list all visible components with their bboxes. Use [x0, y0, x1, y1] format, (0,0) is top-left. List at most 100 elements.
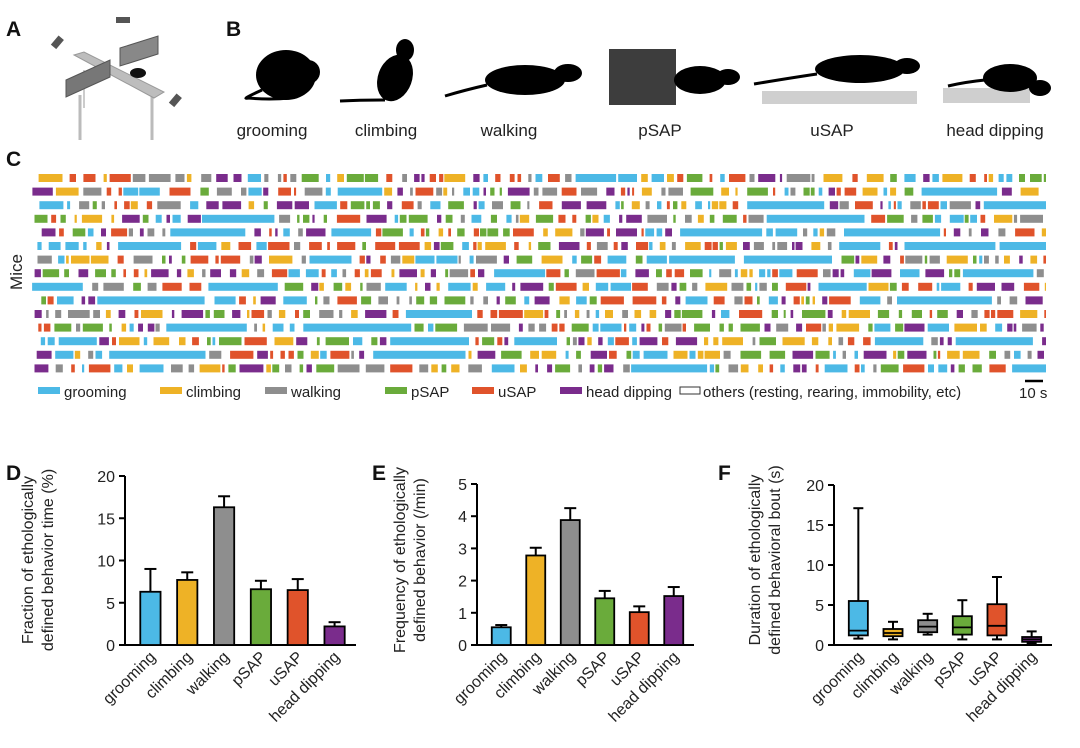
raster-bout — [416, 296, 425, 305]
raster-bout — [254, 255, 262, 264]
raster-bout — [394, 214, 399, 223]
raster-bout — [544, 310, 549, 318]
raster-bout — [402, 174, 407, 182]
raster-bout — [657, 201, 662, 210]
x-tick-label: pSAP — [930, 649, 971, 690]
raster-bout — [473, 201, 477, 210]
raster-bout — [283, 228, 290, 237]
raster-bout — [677, 174, 684, 182]
raster-bout — [839, 242, 881, 250]
raster-bout — [155, 323, 160, 332]
raster-bout — [397, 187, 403, 196]
raster-bout — [99, 337, 109, 346]
raster-bout — [351, 310, 358, 318]
raster-bout — [749, 174, 755, 182]
raster-bout — [118, 242, 182, 250]
raster-bout — [448, 201, 464, 210]
raster-bout — [186, 174, 192, 182]
raster-bout — [749, 269, 753, 278]
raster-bout — [715, 364, 720, 373]
raster-bout — [385, 282, 407, 291]
raster-bout — [962, 350, 980, 359]
raster-bout — [297, 350, 304, 359]
raster-bout — [887, 296, 892, 305]
raster-bout — [37, 255, 52, 264]
bar-uSAP — [628, 611, 650, 646]
raster-bout — [620, 269, 627, 278]
raster-bout — [153, 337, 170, 346]
raster-bout — [972, 364, 982, 373]
raster-bout — [34, 269, 41, 278]
raster-bout — [414, 174, 420, 182]
raster-bout — [81, 296, 86, 305]
legend-swatch-1 — [160, 387, 182, 394]
raster-bout — [713, 337, 719, 346]
raster-bout — [304, 187, 323, 196]
raster-bout — [708, 201, 711, 210]
raster-bout — [1019, 255, 1023, 264]
raster-bout — [784, 187, 789, 196]
raster-bout — [971, 310, 978, 318]
raster-bout — [483, 187, 486, 196]
raster-bout — [379, 337, 387, 346]
raster-bout — [494, 269, 546, 278]
raster-bout — [859, 296, 881, 305]
raster-bout — [535, 214, 554, 223]
raster-bout — [547, 364, 553, 373]
raster-bout — [665, 310, 672, 318]
raster-bout — [947, 350, 960, 359]
raster-bout — [148, 174, 171, 182]
raster-bout — [339, 310, 343, 318]
raster-bout — [558, 214, 566, 223]
raster-bout — [528, 174, 532, 182]
raster-bout — [844, 228, 941, 237]
raster-bout — [631, 201, 640, 210]
raster-bout — [215, 255, 219, 264]
raster-bout — [109, 174, 131, 182]
raster-bout — [138, 323, 143, 332]
raster-bout — [417, 201, 422, 210]
raster-bout — [868, 282, 889, 291]
raster-bout — [43, 323, 51, 332]
raster-bout — [187, 269, 194, 278]
raster-bout — [1001, 187, 1012, 196]
raster-bout — [904, 242, 996, 250]
raster-bout — [728, 364, 739, 373]
raster-bout — [487, 228, 499, 237]
raster-bout — [641, 323, 645, 332]
raster-bout — [841, 255, 855, 264]
raster-bout — [958, 364, 965, 373]
raster-bout — [366, 282, 381, 291]
y-tick-label: 5 — [458, 477, 467, 494]
legend-label: head dipping — [586, 384, 672, 401]
raster-bout — [995, 255, 999, 264]
raster-bout — [801, 296, 804, 305]
raster-bout — [299, 364, 304, 373]
raster-bout — [613, 242, 618, 250]
raster-bout — [1043, 255, 1046, 264]
raster-bout — [907, 350, 927, 359]
raster-bout — [995, 323, 1003, 332]
raster-bout — [769, 350, 786, 359]
raster-bout — [880, 364, 899, 373]
raster-bout — [618, 174, 637, 182]
raster-bout — [824, 364, 848, 373]
raster-bout — [345, 282, 352, 291]
raster-bout — [753, 242, 764, 250]
raster-bout — [747, 187, 768, 196]
raster-bout — [671, 242, 676, 250]
panel-label-c: C — [6, 148, 21, 171]
raster-bout — [280, 350, 285, 359]
raster-bout — [937, 350, 941, 359]
raster-bout — [675, 337, 698, 346]
raster-bout — [556, 310, 561, 318]
raster-bout — [473, 228, 479, 237]
raster-bout — [832, 269, 839, 278]
raster-bout — [1014, 350, 1021, 359]
raster-bout — [555, 228, 573, 237]
raster-bout — [480, 228, 487, 237]
raster-bout — [929, 255, 940, 264]
raster-bout — [897, 201, 902, 210]
raster-bout — [679, 282, 687, 291]
raster-bout — [337, 174, 344, 182]
